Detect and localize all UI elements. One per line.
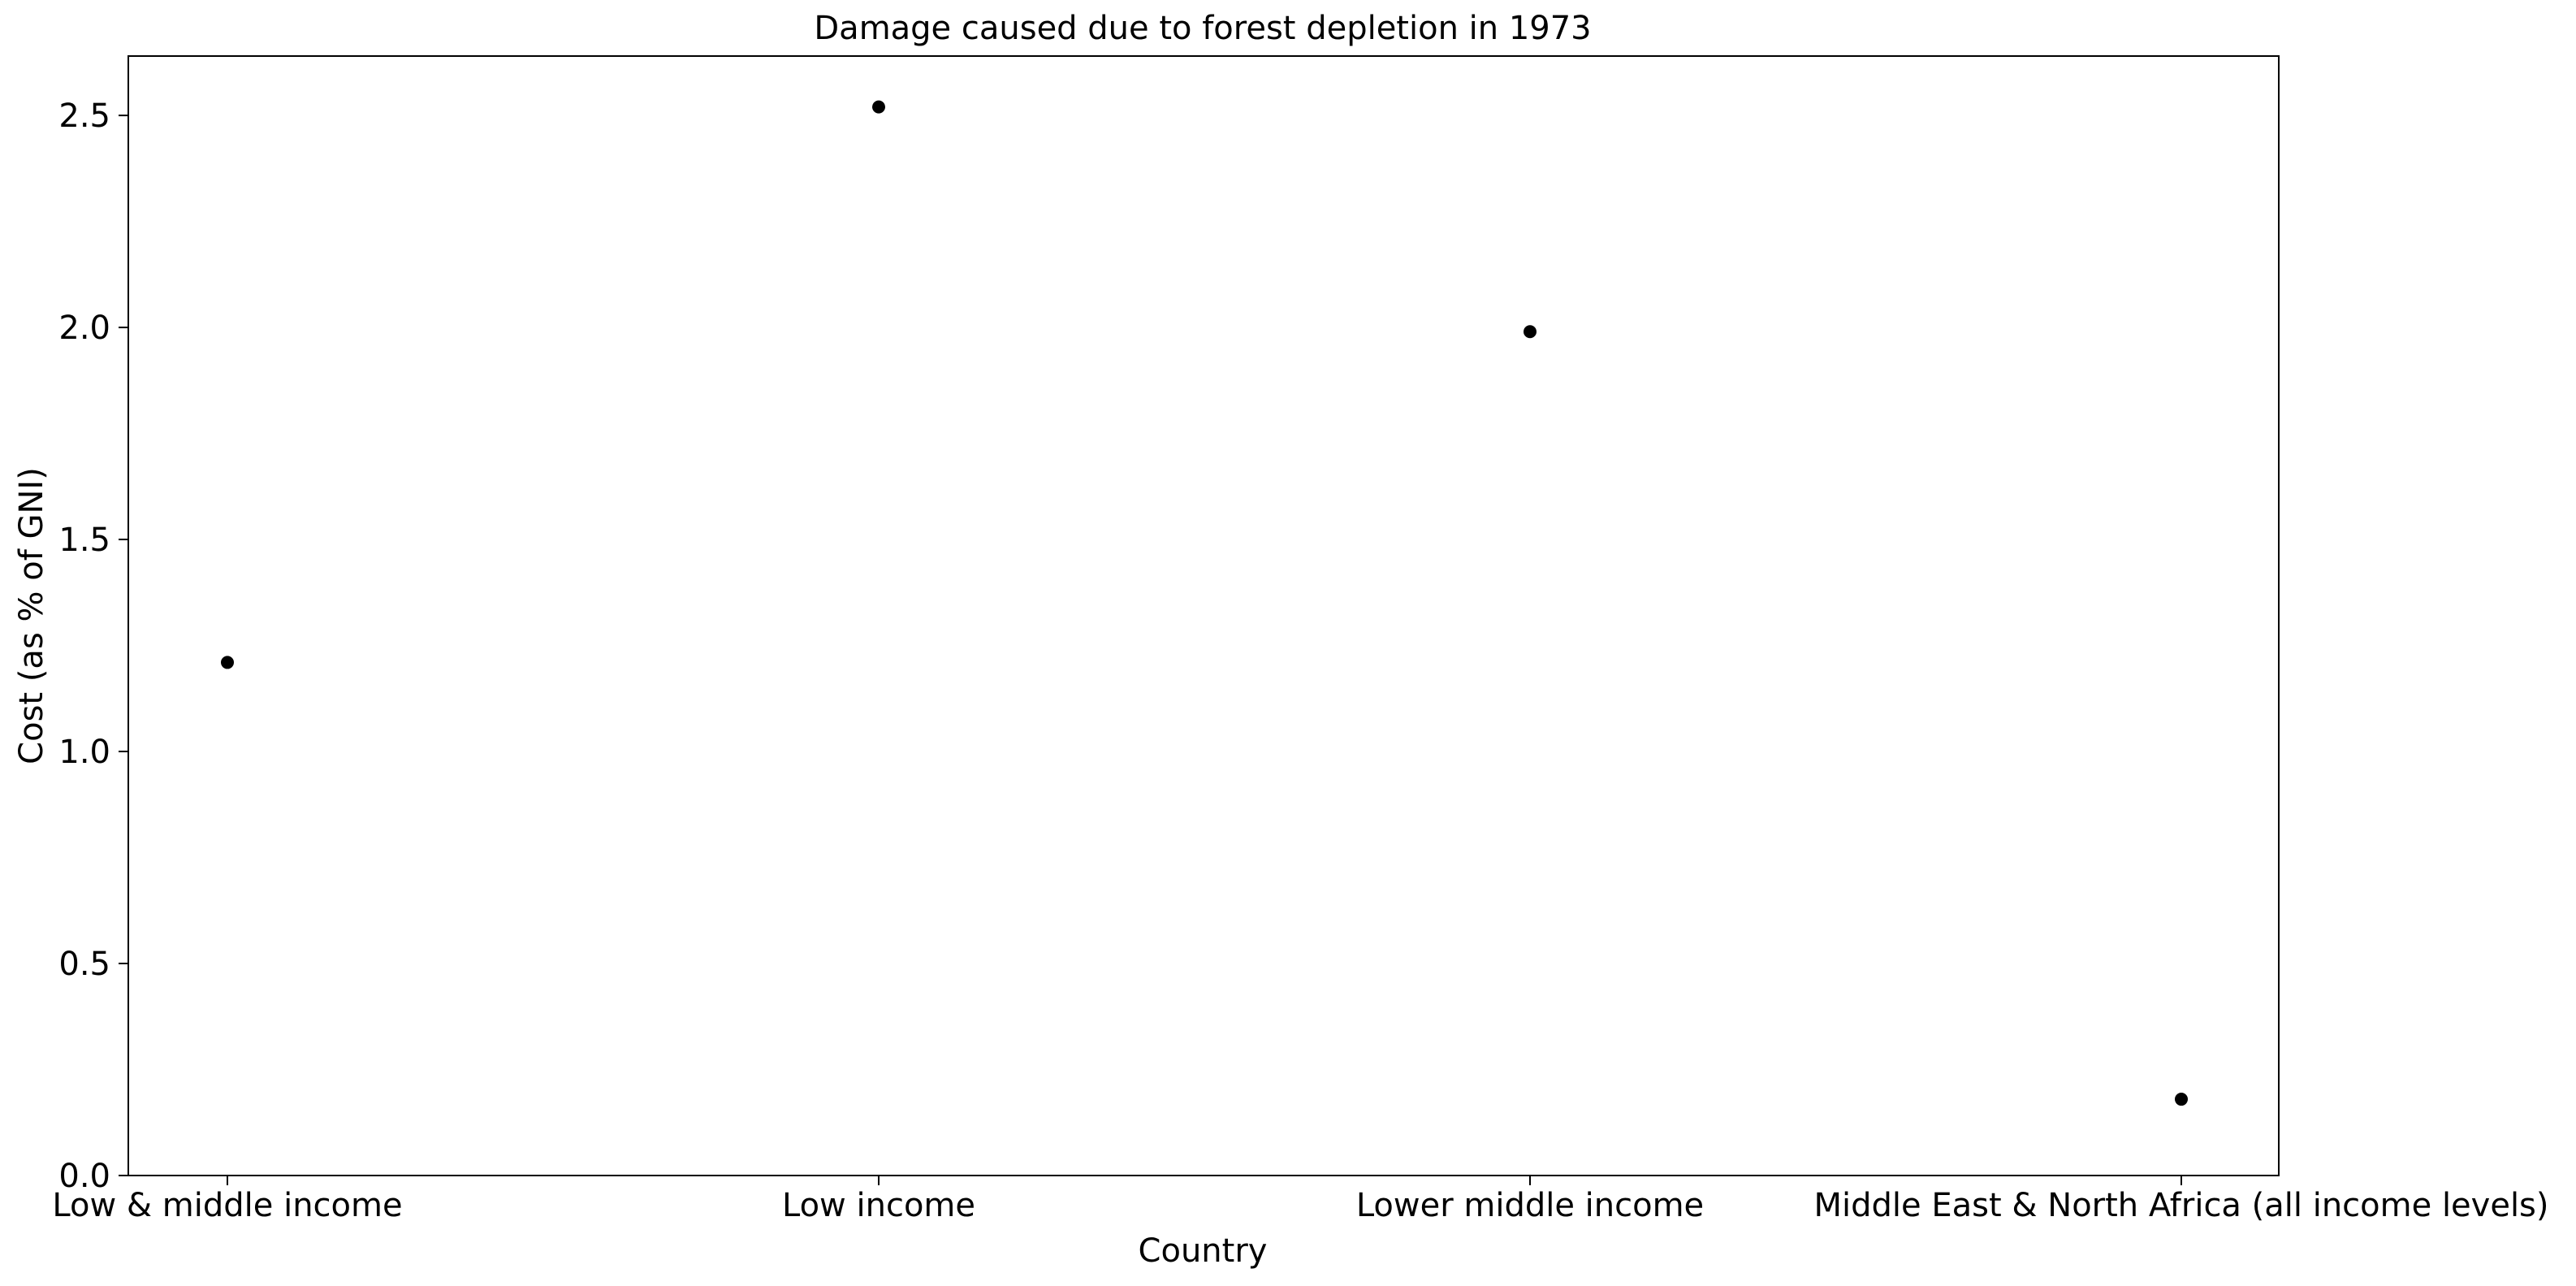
y-tick-label: 0.5 [58,946,110,983]
x-axis: Low & middle income Low income Lower middl… [52,1176,2549,1224]
x-tick-label: Lower middle income [1356,1187,1704,1224]
y-axis-label: Cost (as % of GNI) [13,467,50,764]
y-tick-label: 0.0 [58,1158,110,1195]
data-point [221,656,234,669]
y-axis: 0.0 0.5 1.0 1.5 2.0 2.5 [58,97,128,1195]
y-tick-label: 2.5 [58,97,110,135]
data-point [1524,325,1537,339]
data-point [872,100,885,114]
y-tick-label: 1.0 [58,734,110,771]
data-point [2175,1093,2188,1106]
data-points [221,100,2188,1106]
y-tick-label: 2.0 [58,310,110,347]
chart-title: Damage caused due to forest depletion in… [814,10,1591,47]
x-tick-label: Low income [782,1187,975,1224]
x-tick-label: Middle East & North Africa (all income l… [1814,1187,2549,1224]
plot-frame [128,55,2280,1176]
x-axis-label: Country [1139,1232,1268,1270]
y-tick-label: 1.5 [58,522,110,559]
x-tick-label: Low & middle income [52,1187,402,1224]
